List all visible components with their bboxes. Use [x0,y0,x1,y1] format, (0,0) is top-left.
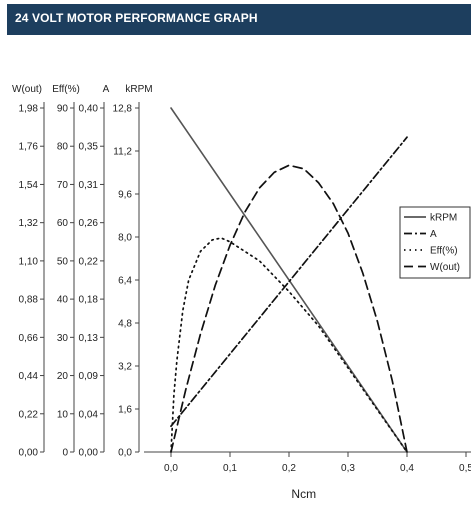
y-tick-label-krpm: 1,6 [118,405,132,416]
x-tick-label: 0,2 [282,463,296,474]
y-tick-label-eff: 0 [62,448,68,459]
x-tick-label: 0,5 [459,463,471,474]
y-tick-label-w-out: 1,10 [19,256,39,267]
y-axis-title-w-out: W(out) [12,84,42,95]
y-tick-label-krpm: 6,4 [118,276,132,287]
y-tick-label-krpm: 12,8 [113,104,133,115]
page-title: 24 VOLT MOTOR PERFORMANCE GRAPH [15,11,258,25]
y-tick-label-w-out: 0,22 [19,409,39,420]
x-axis-title: Ncm [291,487,316,501]
legend-label: Eff(%) [430,246,458,257]
y-tick-label-eff: 40 [57,295,69,306]
y-tick-label-a: 0,31 [79,180,99,191]
y-tick-label-a: 0,18 [79,295,99,306]
y-tick-label-w-out: 1,54 [19,180,39,191]
y-tick-label-a: 0,40 [79,104,99,115]
y-tick-label-eff: 60 [57,218,69,229]
header-banner: 24 VOLT MOTOR PERFORMANCE GRAPH [7,4,471,35]
y-tick-label-eff: 10 [57,409,69,420]
y-tick-label-w-out: 0,88 [19,295,39,306]
y-tick-label-w-out: 1,98 [19,104,39,115]
y-tick-label-eff: 80 [57,142,69,153]
series-line-eff [170,237,408,453]
y-tick-label-a: 0,22 [79,256,99,267]
legend-label: kRPM [430,213,457,224]
y-tick-label-w-out: 1,76 [19,142,39,153]
y-tick-label-krpm: 9,6 [118,190,132,201]
y-tick-label-w-out: 1,32 [19,218,39,229]
y-tick-label-w-out: 0,66 [19,333,39,344]
x-tick-label: 0,3 [341,463,355,474]
series-line-a [170,136,408,428]
x-tick-label: 0,0 [164,463,178,474]
y-tick-label-krpm: 11,2 [113,147,132,158]
y-tick-label-eff: 90 [57,104,69,115]
series-line-w-out [170,164,408,453]
legend-label: W(out) [430,262,460,273]
x-tick-label: 0,4 [400,463,414,474]
y-tick-label-a: 0,13 [79,333,99,344]
y-tick-label-a: 0,26 [79,218,99,229]
y-axis-title-a: A [103,84,110,95]
y-tick-label-krpm: 4,8 [118,319,132,330]
legend-label: A [430,229,437,240]
x-tick-label: 0,1 [223,463,237,474]
y-tick-label-eff: 30 [57,333,69,344]
y-tick-label-krpm: 0,0 [118,448,132,459]
y-axis-title-eff: Eff(%) [52,84,80,95]
y-tick-label-krpm: 3,2 [118,362,132,373]
y-tick-label-krpm: 8,0 [118,233,132,244]
y-tick-label-a: 0,04 [79,409,99,420]
y-tick-label-eff: 70 [57,180,69,191]
y-tick-label-w-out: 0,00 [19,448,39,459]
y-tick-label-w-out: 0,44 [19,371,39,382]
series-line-krpm [170,107,408,453]
y-tick-label-a: 0,09 [79,371,99,382]
y-tick-label-a: 0,00 [79,448,99,459]
y-tick-label-eff: 20 [57,371,69,382]
y-axis-title-krpm: kRPM [125,84,152,95]
y-tick-label-eff: 50 [57,256,69,267]
y-tick-label-a: 0,35 [79,142,99,153]
